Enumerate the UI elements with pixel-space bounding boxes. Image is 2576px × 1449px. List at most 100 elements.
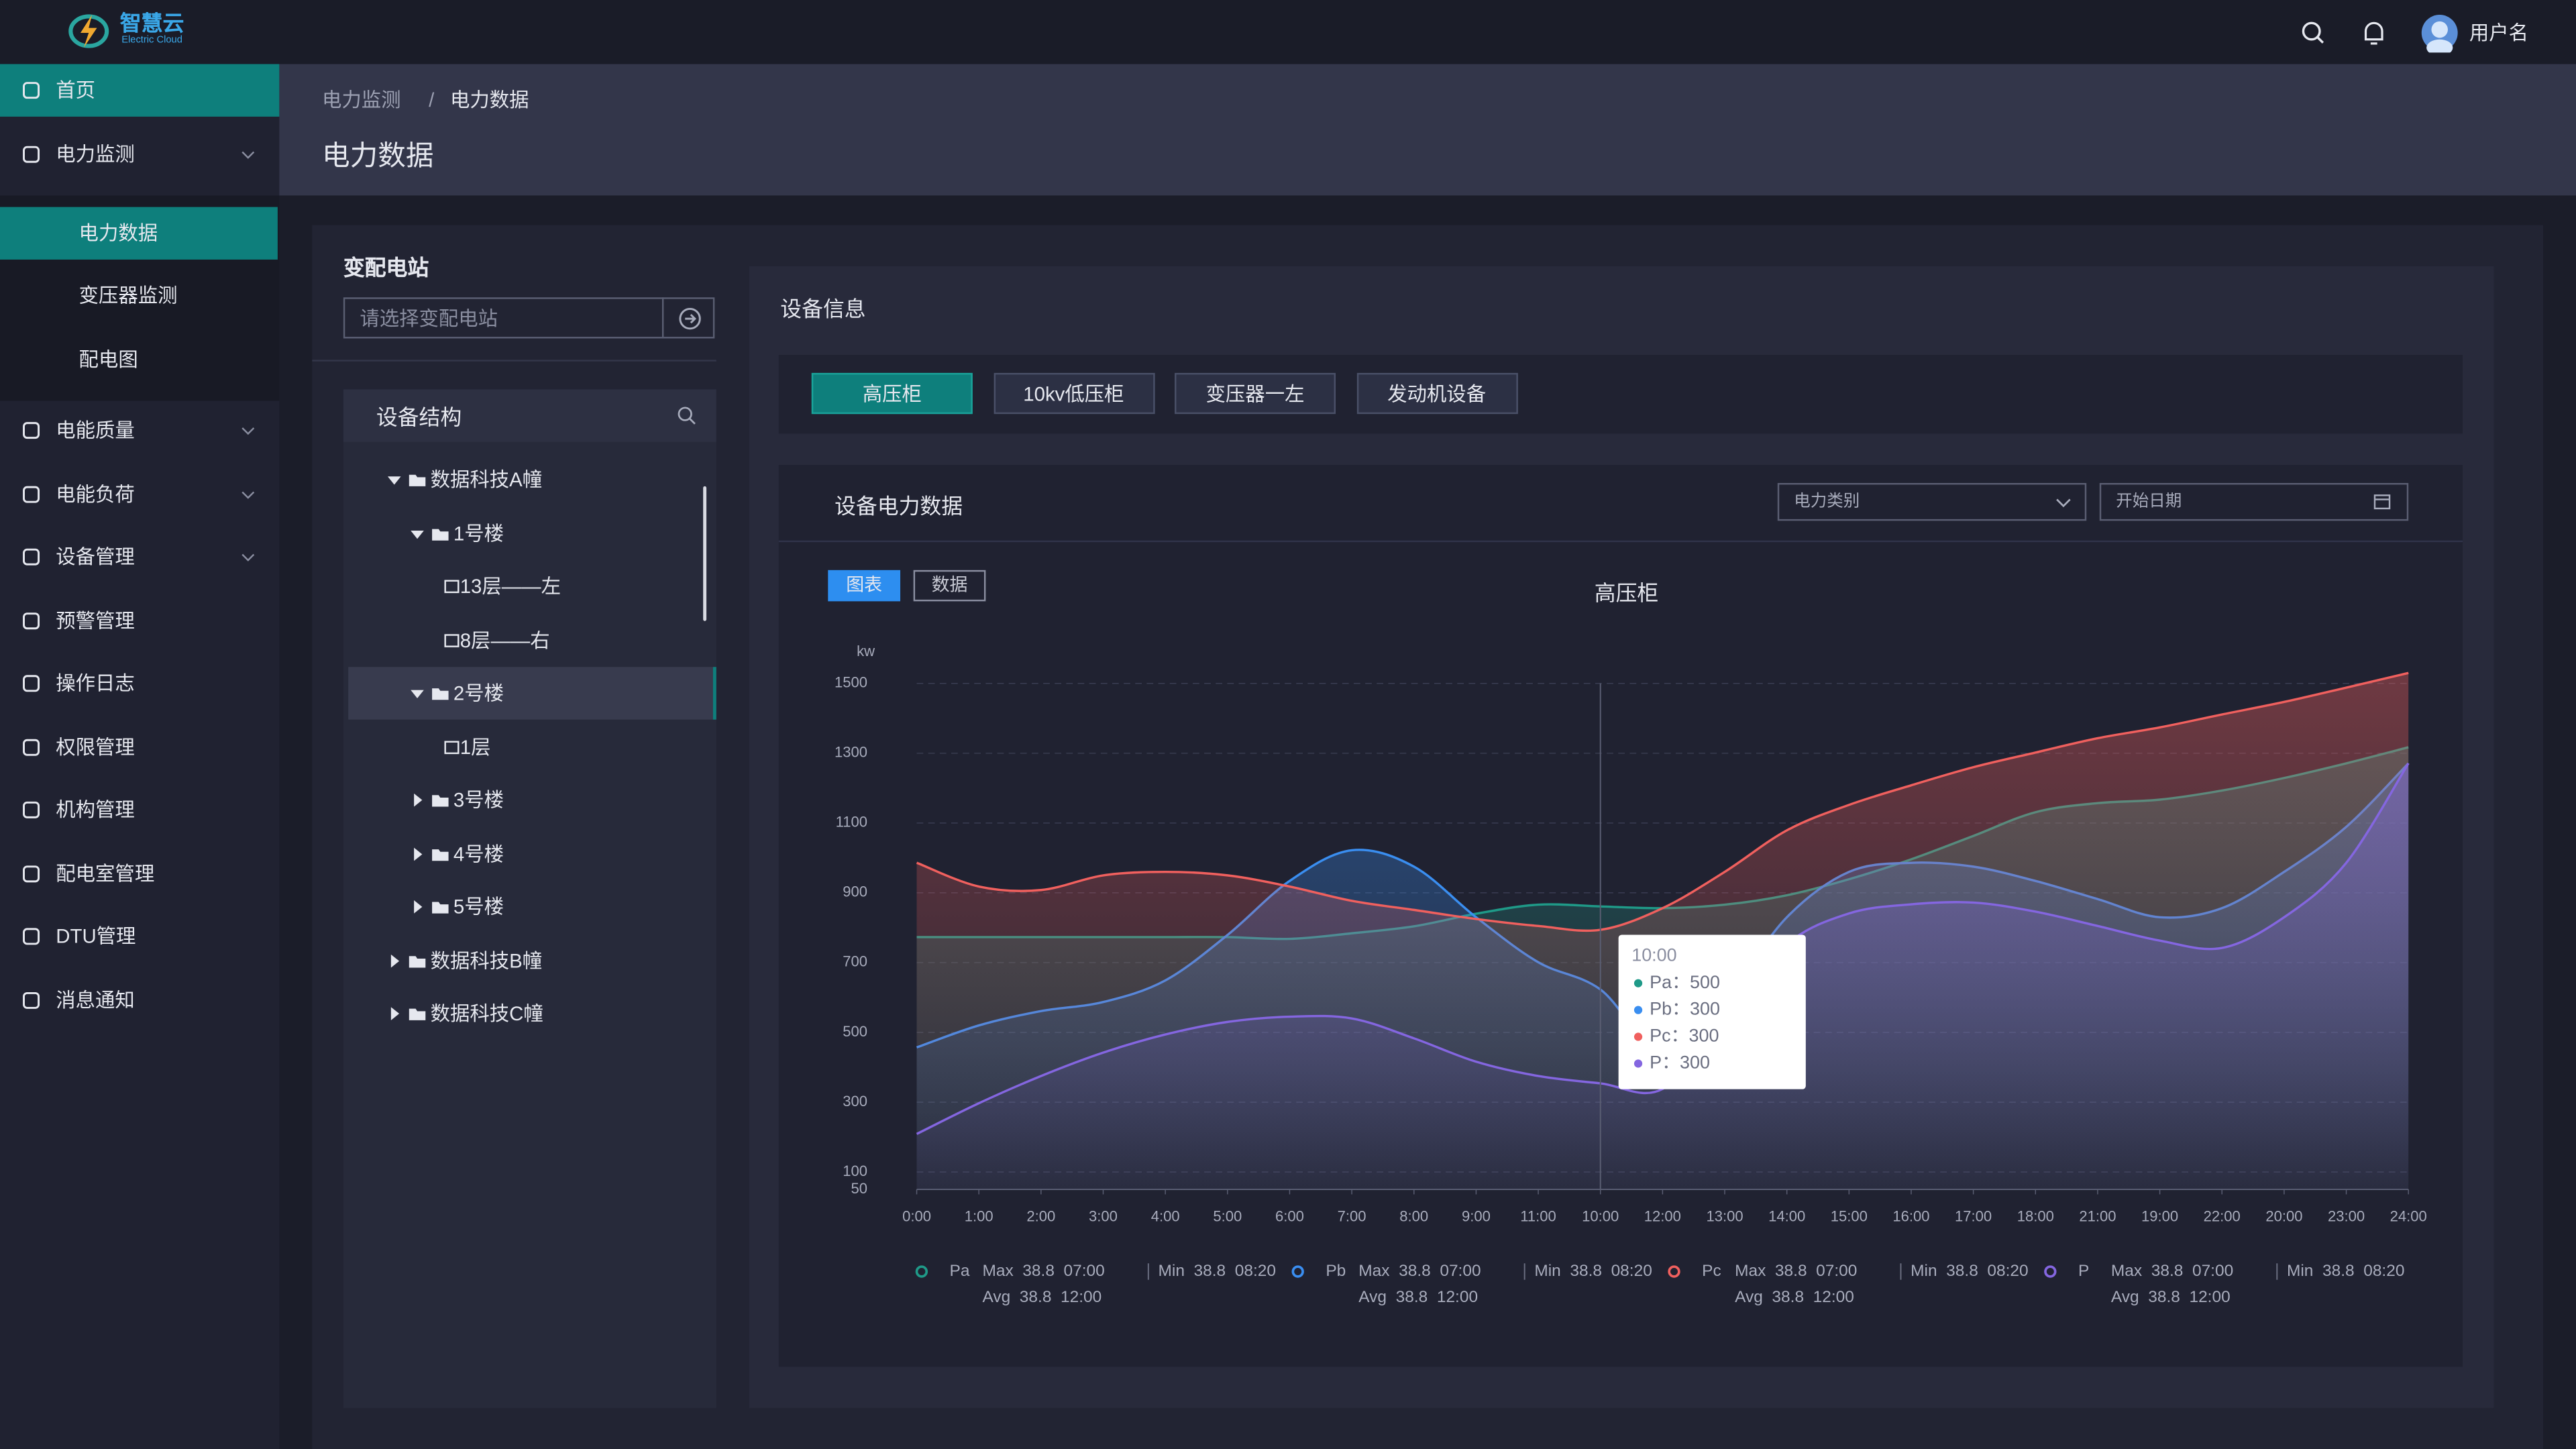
tab[interactable] [1356,372,1517,415]
tab-active[interactable] [811,372,973,415]
page-header [279,64,2576,196]
menu-item[interactable]: 机构管理 [56,798,135,822]
menu-item[interactable]: 电力监测 [56,142,135,166]
avatar[interactable] [2420,13,2459,53]
tree-node[interactable]: 3号楼 [453,788,504,812]
tooltip-title: 10:00 [1631,945,1676,965]
icon-shape [432,902,449,914]
folder [409,955,426,967]
menu-item[interactable]: 消息通知 [56,988,135,1012]
menu-icon [23,82,40,99]
tooltip-marker [1633,1006,1643,1014]
logo-text: 智慧云 [119,10,184,36]
type-select-text[interactable]: 电力类别 [1794,492,1860,511]
x-tick-label: 12:00 [1644,1208,1681,1225]
menu-item[interactable]: 预警管理 [56,608,135,632]
breadcrumb-separator: / [429,89,435,112]
tree-header [343,389,716,442]
breadcrumb-item[interactable]: 电力监测 [322,89,401,112]
tree-node[interactable]: 8层——右 [460,628,550,652]
menu-item[interactable]: 电能质量 [56,419,135,442]
icon-shape [23,612,40,629]
tab-label[interactable]: 高压柜 [862,382,922,406]
menu-item[interactable]: 权限管理 [56,735,135,759]
calendar-icon[interactable] [2372,491,2392,511]
tree-node[interactable]: 1层 [460,735,491,759]
tree-search-icon[interactable] [676,404,698,427]
legend-marker [2044,1265,2057,1278]
menu-item[interactable]: 首页 [56,78,96,102]
submenu-item[interactable]: 变压器监测 [78,284,178,307]
icon-shape [241,553,255,561]
tab[interactable] [1175,372,1336,415]
legend-stat: Avg 38.8 12:00 [2111,1288,2231,1306]
x-tick-label: 0:00 [902,1208,931,1225]
tree-node[interactable]: 5号楼 [453,895,504,918]
tab[interactable] [993,372,1155,415]
x-tick-label: 1:00 [965,1208,994,1225]
search-icon[interactable] [2297,16,2330,49]
folder [432,688,449,700]
tooltip-item: Pc：300 [1650,1026,1719,1046]
view-toggle-label[interactable]: 图表 [846,576,883,596]
tooltip-marker [1633,979,1643,987]
legend-label: Pb [1326,1262,1346,1280]
menu-icon [23,991,40,1008]
legend-stat: Max 38.8 07:00 [1735,1262,1857,1280]
tab-label[interactable]: 发动机设备 [1387,382,1487,406]
date-select[interactable] [2099,483,2409,521]
x-tick-label: 5:00 [1213,1208,1242,1225]
bell-icon[interactable] [2357,16,2390,49]
icon-shape [432,688,449,700]
date-select-text[interactable]: 开始日期 [2116,492,2182,511]
y-tick-label: 500 [843,1023,867,1040]
tab-label[interactable]: 变压器一左 [1205,382,1305,406]
menu-item[interactable]: 配电室管理 [56,861,155,885]
user-name[interactable]: 用户名 [2469,21,2529,45]
submenu-item[interactable]: 配电图 [78,347,138,371]
icon-shape [23,422,40,439]
type-select[interactable] [1777,483,2087,521]
dropdown-icon[interactable] [2053,493,2073,513]
top-bar [0,0,2576,64]
tree-node[interactable]: 13层——左 [460,575,561,598]
view-toggle-label[interactable]: 数据 [931,576,968,596]
tree-node[interactable]: 数据科技B幢 [430,949,543,972]
tree-node[interactable]: 数据科技C幢 [430,1002,543,1026]
menu-item[interactable]: 电能负荷 [56,482,135,506]
station-placeholder[interactable]: 请选择变配电站 [360,307,498,331]
icon-shape [432,528,449,540]
station-select[interactable] [343,297,715,339]
menu-item[interactable]: DTU管理 [56,924,136,949]
x-tick-label: 7:00 [1338,1208,1366,1225]
chevron [241,553,255,561]
tab-label[interactable]: 10kv低压柜 [1023,382,1124,406]
section-title: 设备电力数据 [835,493,963,519]
file [444,580,460,594]
view-toggle-active[interactable] [828,570,901,602]
icon-shape [444,740,460,753]
tree-node[interactable]: 数据科技A幢 [430,468,543,492]
tree-node[interactable]: 1号楼 [453,521,504,545]
x-tick-label: 2:00 [1026,1208,1055,1225]
icon-shape [23,548,40,566]
go-icon[interactable] [677,306,703,332]
tree-panel [343,389,716,1408]
chart-title: 高压柜 [1595,581,1659,605]
menu-item[interactable]: 操作日志 [56,672,135,695]
view-toggle[interactable] [913,570,986,602]
icon-shape [23,485,40,502]
submenu-item[interactable]: 电力数据 [78,221,158,244]
line [916,672,2409,932]
area [916,763,2409,1190]
legend-stat: Avg 38.8 12:00 [982,1288,1102,1306]
tooltip-marker [1633,1059,1643,1068]
scrollbar[interactable] [703,486,707,621]
folder [432,795,449,807]
tree-node[interactable]: 4号楼 [453,842,504,865]
menu-item[interactable]: 设备管理 [56,545,135,569]
icon-shape [444,580,460,594]
tree-node[interactable]: 2号楼 [453,682,504,705]
